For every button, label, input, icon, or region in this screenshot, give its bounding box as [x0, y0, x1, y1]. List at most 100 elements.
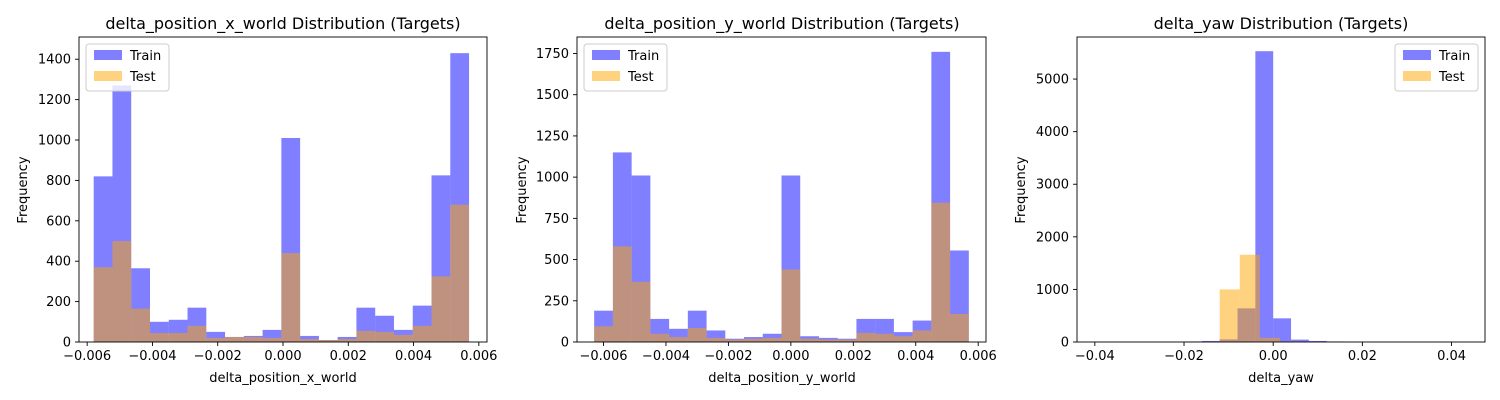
test-bar: [356, 330, 376, 342]
y-tick-label: 0: [63, 336, 71, 351]
legend-label: Train: [1438, 49, 1470, 64]
x-tick-label: 0.000: [772, 349, 809, 364]
test-bar: [706, 337, 726, 342]
chart-title: delta_position_y_world Distribution (Tar…: [604, 14, 959, 34]
test-bar: [431, 276, 451, 342]
test-bar: [149, 332, 169, 342]
test-bar: [837, 339, 857, 342]
x-tick-label: −0.02: [1164, 349, 1204, 364]
test-bar: [594, 326, 613, 342]
train-bar: [1291, 339, 1309, 342]
y-tick-label: 2000: [1036, 230, 1069, 245]
x-tick-label: 0.002: [330, 349, 367, 364]
y-tick-label: 1400: [38, 53, 71, 68]
train-legend-swatch: [1403, 50, 1431, 60]
bars-group: [93, 53, 470, 342]
train-legend-swatch: [94, 50, 122, 60]
legend-label: Train: [129, 49, 161, 64]
test-bar: [187, 325, 207, 342]
x-tick-label: −0.006: [579, 349, 627, 364]
x-tick-label: 0.004: [395, 349, 432, 364]
train-bar: [1308, 340, 1327, 342]
test-bar: [875, 333, 894, 342]
test-bar: [893, 336, 913, 342]
x-tick-label: −0.004: [128, 349, 176, 364]
train-legend-swatch: [592, 50, 620, 60]
y-tick-label: 0: [561, 336, 569, 351]
y-tick-label: 1000: [38, 134, 71, 149]
test-bar: [131, 308, 150, 342]
test-bar: [762, 337, 782, 342]
legend: Train Test: [583, 43, 668, 92]
test-bar: [393, 334, 413, 342]
train-bar: [706, 330, 726, 342]
chart-panel-y: delta_position_y_world Distribution (Tar…: [515, 14, 997, 386]
test-bar: [375, 331, 394, 342]
test-bar: [631, 281, 651, 342]
test-legend-swatch: [1403, 71, 1431, 81]
y-tick-label: 1250: [536, 129, 569, 144]
y-tick-label: 1750: [536, 47, 569, 62]
x-tick-label: 0.04: [1437, 349, 1466, 364]
legend-label: Train: [627, 49, 659, 64]
x-tick-label: −0.002: [194, 349, 242, 364]
test-bar: [1219, 289, 1240, 342]
y-tick-label: 800: [46, 174, 71, 189]
y-tick-label: 750: [544, 212, 569, 227]
test-bar: [669, 337, 688, 342]
x-axis-label: delta_position_y_world: [708, 371, 855, 386]
test-bar: [281, 253, 301, 342]
train-bar: [206, 331, 226, 342]
test-bar: [856, 332, 876, 342]
chart-panel-x: delta_position_x_world Distribution (Tar…: [16, 14, 497, 386]
test-bar: [450, 204, 470, 342]
test-bar: [243, 336, 263, 342]
test-bar: [931, 202, 951, 342]
test-bar: [206, 337, 226, 342]
y-tick-label: 250: [544, 294, 569, 309]
y-axis-label: Frequency: [16, 156, 31, 223]
y-tick-label: 5000: [1036, 73, 1069, 88]
y-tick-label: 1500: [536, 88, 569, 103]
y-tick-label: 500: [544, 253, 569, 268]
y-tick-label: 0: [1061, 336, 1069, 351]
test-bar: [725, 339, 745, 342]
x-tick-label: 0.000: [264, 349, 301, 364]
test-bar: [687, 327, 707, 342]
y-tick-label: 4000: [1036, 125, 1069, 140]
x-tick-label: 0.004: [897, 349, 934, 364]
bars-group: [1079, 51, 1481, 342]
y-tick-label: 3000: [1036, 178, 1069, 193]
x-tick-label: −0.002: [704, 349, 752, 364]
test-bar: [93, 267, 113, 342]
test-bar: [744, 338, 763, 342]
legend: Train Test: [85, 43, 170, 92]
test-bar: [337, 338, 357, 342]
chart-panel-yaw: delta_yaw Distribution (Targets) delta_y…: [1014, 14, 1486, 386]
test-bar: [800, 338, 819, 342]
test-bar: [1259, 337, 1280, 342]
axes-frame: [1076, 36, 1486, 343]
test-bar: [650, 333, 670, 342]
x-axis-label: delta_position_x_world: [209, 371, 356, 386]
test-bar: [300, 338, 319, 342]
x-axis-label: delta_yaw: [1248, 371, 1314, 386]
test-bar: [612, 246, 632, 342]
x-tick-label: 0.02: [1348, 349, 1377, 364]
test-bar: [412, 325, 432, 342]
axes-frame: [576, 36, 987, 343]
test-bar: [168, 332, 188, 342]
y-axis-label: Frequency: [1014, 156, 1029, 223]
chart-title: delta_yaw Distribution (Targets): [1154, 14, 1409, 34]
test-bar: [225, 336, 244, 342]
x-tick-label: 0.006: [960, 349, 997, 364]
plot-area: −0.04 −0.02 0.00 0.02 0.04 0 1000 2000 3000 4000 5…: [1036, 36, 1486, 364]
train-bar: [762, 333, 782, 342]
test-bar: [1239, 254, 1260, 342]
x-tick-label: 0.00: [1259, 349, 1288, 364]
y-tick-label: 1200: [38, 93, 71, 108]
test-legend-swatch: [592, 71, 620, 81]
y-tick-label: 200: [46, 295, 71, 310]
legend-label: Test: [627, 70, 654, 85]
